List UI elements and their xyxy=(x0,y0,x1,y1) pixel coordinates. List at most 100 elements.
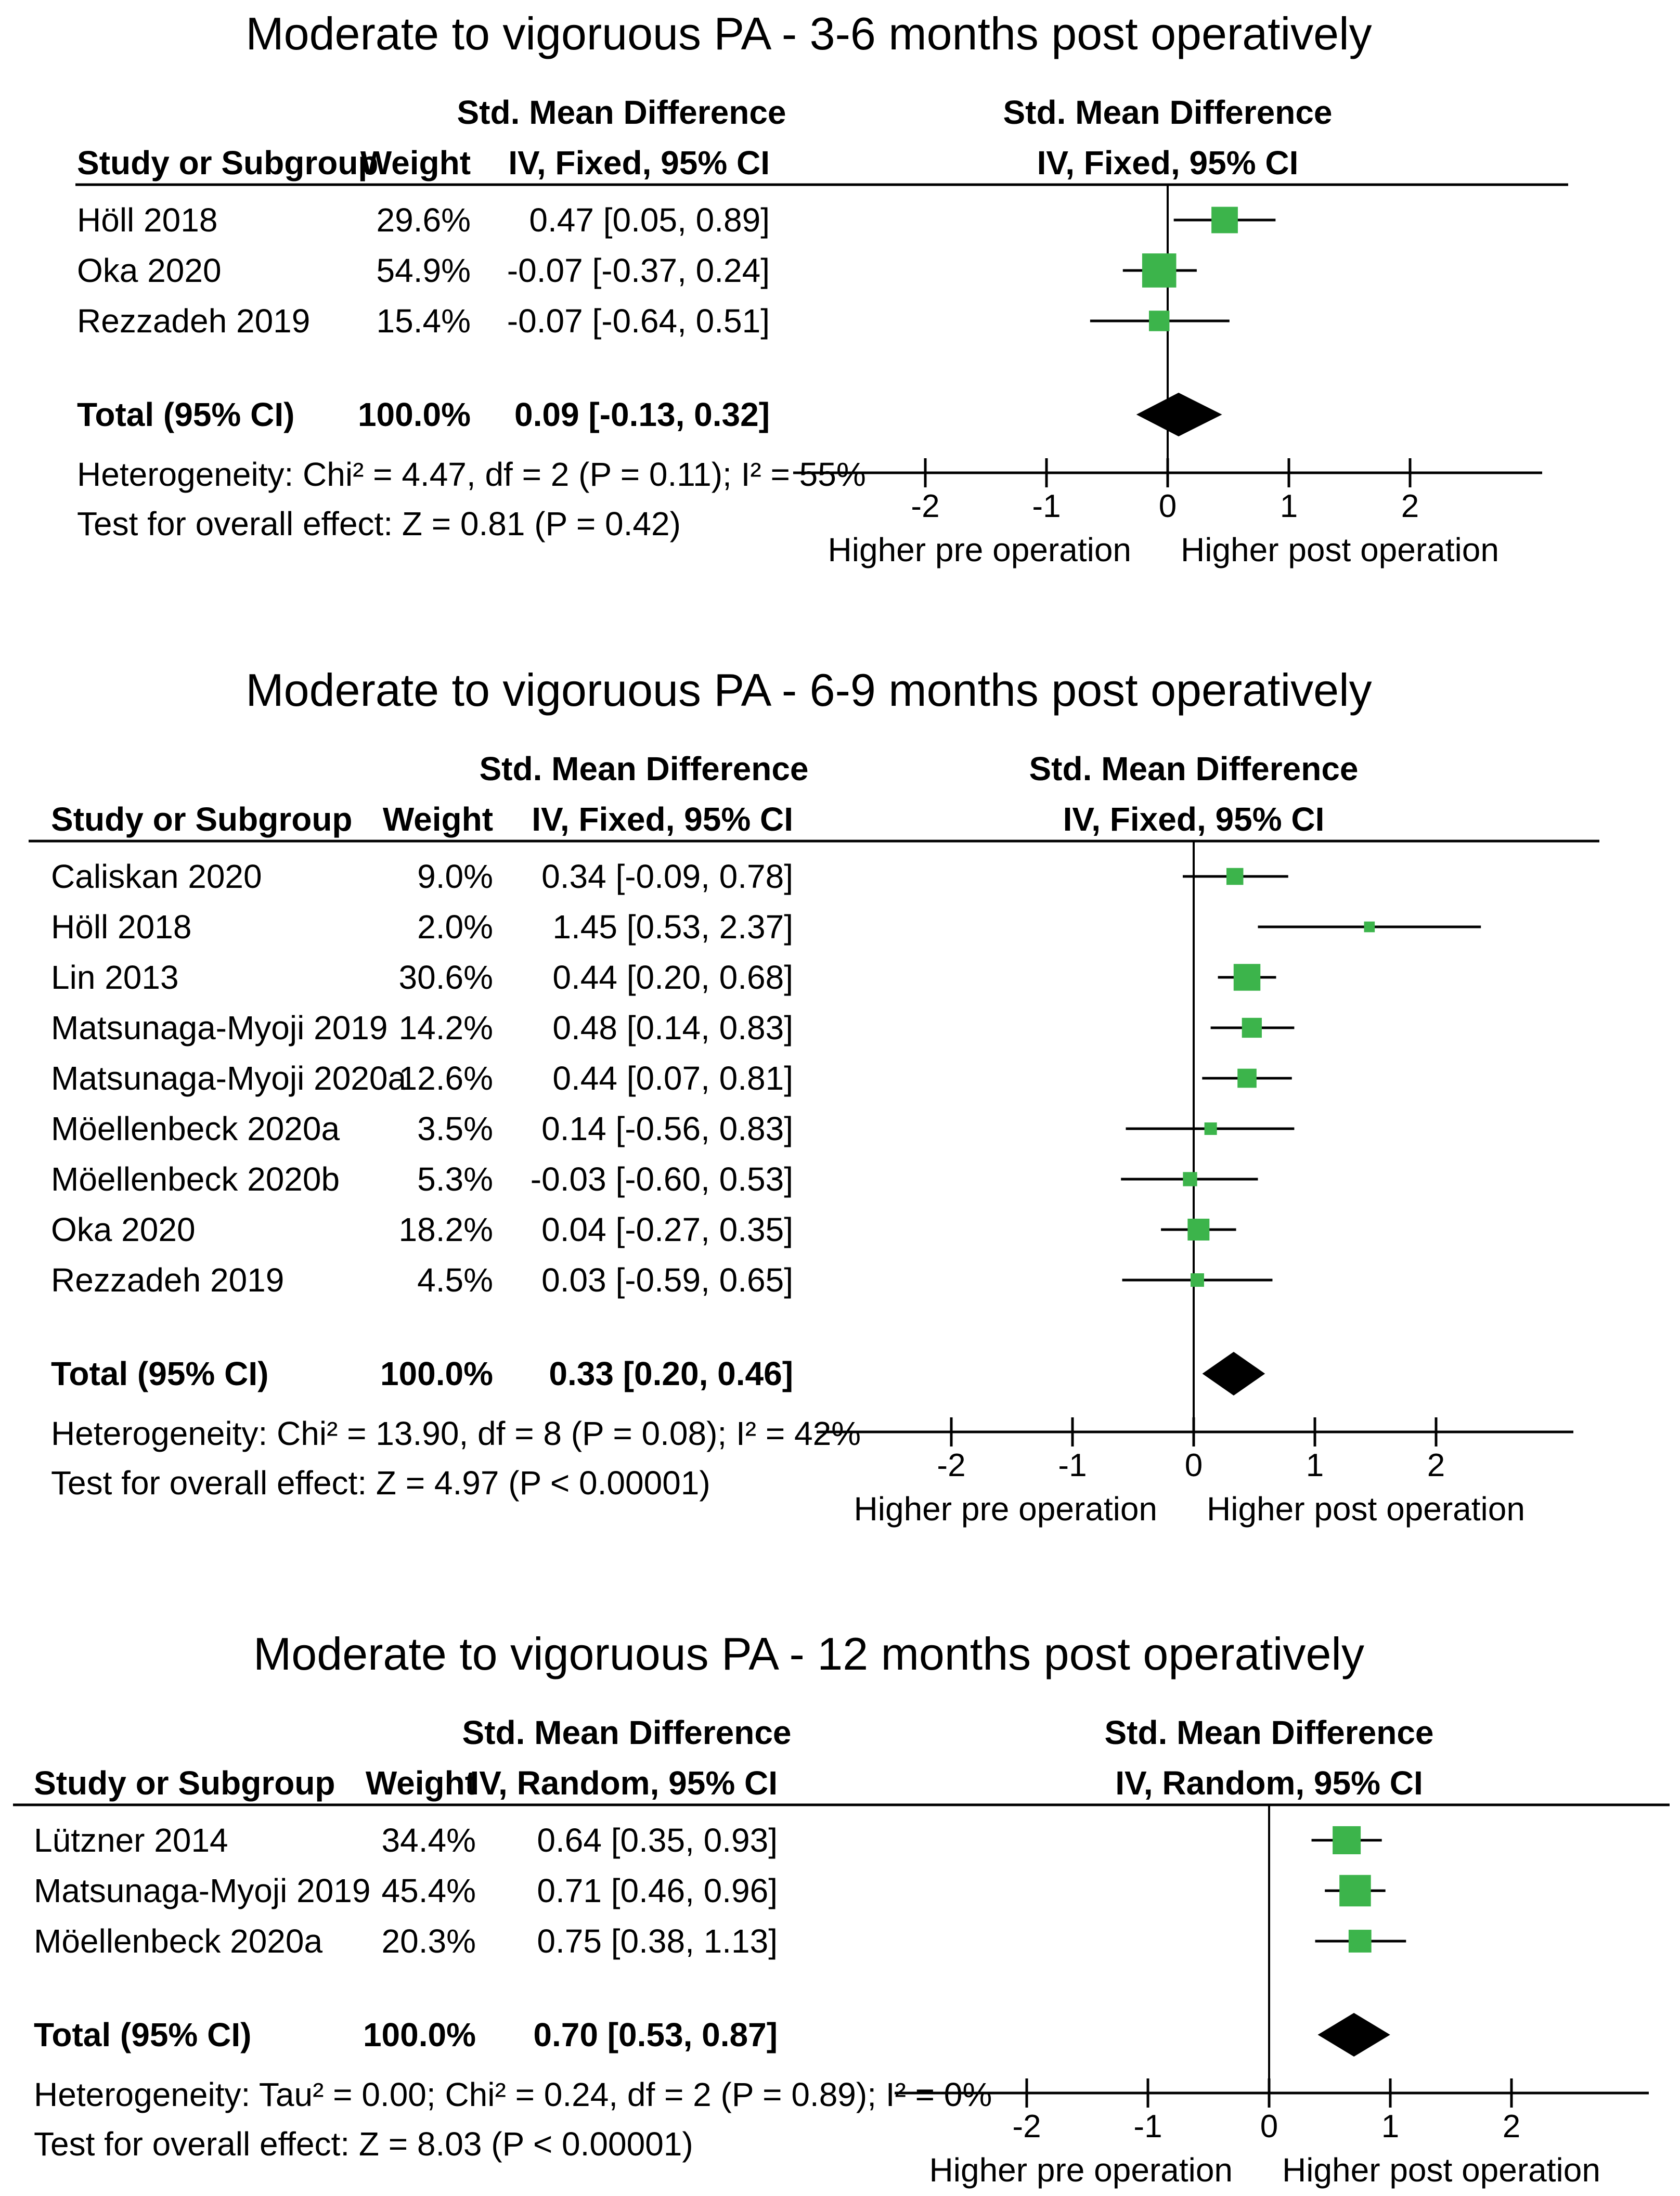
x-tick-label: -2 xyxy=(1012,2109,1041,2145)
plot-header-bottom: IV, Fixed, 95% CI xyxy=(1063,800,1325,838)
total-weight: 100.0% xyxy=(363,2016,476,2053)
study-marker xyxy=(1148,311,1170,331)
study-weight: 14.2% xyxy=(399,1009,493,1047)
study-name: Rezzadeh 2019 xyxy=(51,1261,284,1299)
favours-left-label: Higher pre operation xyxy=(828,531,1131,569)
x-tick-label: 0 xyxy=(1159,488,1177,524)
study-marker xyxy=(1142,253,1177,288)
weight-header: Weight xyxy=(360,144,471,182)
effect-header-bottom: IV, Fixed, 95% CI xyxy=(532,800,793,838)
study-marker xyxy=(1233,964,1261,991)
x-tick-label: 1 xyxy=(1280,488,1298,524)
study-name: Möellenbeck 2020a xyxy=(51,1110,340,1147)
panel-title: Moderate to vigoruous PA - 3-6 months po… xyxy=(245,8,1372,59)
study-effect-ci: 0.14 [-0.56, 0.83] xyxy=(541,1110,793,1147)
x-tick-label: -2 xyxy=(911,488,939,524)
study-effect-ci: 0.48 [0.14, 0.83] xyxy=(552,1009,793,1047)
total-effect-ci: 0.33 [0.20, 0.46] xyxy=(549,1355,793,1392)
study-weight: 18.2% xyxy=(399,1211,493,1248)
x-tick-label: -2 xyxy=(937,1448,965,1483)
plot-header-top: Std. Mean Difference xyxy=(1029,750,1358,787)
study-effect-ci: 0.44 [0.07, 0.81] xyxy=(552,1060,793,1097)
study-marker xyxy=(1364,921,1375,933)
favours-right-label: Higher post operation xyxy=(1282,2151,1600,2189)
study-header: Study or Subgroup xyxy=(34,1764,335,1802)
total-label: Total (95% CI) xyxy=(51,1355,268,1392)
study-effect-ci: 0.75 [0.38, 1.13] xyxy=(537,1922,778,1960)
study-weight: 3.5% xyxy=(417,1110,493,1147)
study-effect-ci: 0.71 [0.46, 0.96] xyxy=(537,1872,778,1909)
x-tick-label: -1 xyxy=(1058,1448,1087,1483)
x-tick-label: 1 xyxy=(1381,2109,1399,2145)
x-tick-label: -1 xyxy=(1032,488,1061,524)
x-tick-label: 2 xyxy=(1401,488,1419,524)
weight-header: Weight xyxy=(366,1764,476,1802)
forest-panel-2: Moderate to vigoruous PA - 6-9 months po… xyxy=(29,664,1599,1528)
study-weight: 12.6% xyxy=(399,1060,493,1097)
study-header: Study or Subgroup xyxy=(51,800,353,838)
total-effect-ci: 0.70 [0.53, 0.87] xyxy=(533,2016,778,2053)
study-weight: 5.3% xyxy=(417,1160,493,1198)
study-name: Matsunaga-Myoji 2020a xyxy=(51,1060,406,1097)
study-name: Möellenbeck 2020b xyxy=(51,1160,340,1198)
study-marker xyxy=(1339,1875,1371,1907)
study-effect-ci: -0.07 [-0.64, 0.51] xyxy=(507,302,770,340)
study-marker xyxy=(1211,206,1238,234)
study-marker xyxy=(1348,1930,1372,1953)
favours-right-label: Higher post operation xyxy=(1207,1490,1525,1528)
plot-header-top: Std. Mean Difference xyxy=(1104,1714,1433,1751)
study-effect-ci: 1.45 [0.53, 2.37] xyxy=(552,908,793,946)
study-name: Lin 2013 xyxy=(51,959,179,996)
study-weight: 34.4% xyxy=(382,1822,476,1859)
study-effect-ci: -0.07 [-0.37, 0.24] xyxy=(507,252,770,289)
study-name: Oka 2020 xyxy=(51,1211,196,1248)
heterogeneity-text: Heterogeneity: Chi² = 4.47, df = 2 (P = … xyxy=(77,456,866,493)
forest-panel-3: Moderate to vigoruous PA - 12 months pos… xyxy=(13,1628,1670,2189)
total-diamond xyxy=(1317,2013,1390,2057)
study-effect-ci: 0.03 [-0.59, 0.65] xyxy=(541,1261,793,1299)
x-tick-label: 2 xyxy=(1427,1448,1445,1483)
x-tick-label: -1 xyxy=(1133,2109,1162,2145)
study-name: Caliskan 2020 xyxy=(51,858,262,895)
study-marker xyxy=(1242,1017,1262,1038)
study-weight: 15.4% xyxy=(377,302,471,340)
panel-title: Moderate to vigoruous PA - 12 months pos… xyxy=(253,1628,1364,1680)
study-marker xyxy=(1333,1826,1361,1854)
total-diamond xyxy=(1202,1352,1265,1396)
favours-right-label: Higher post operation xyxy=(1181,531,1499,569)
total-weight: 100.0% xyxy=(358,396,471,433)
forest-panel-1: Moderate to vigoruous PA - 3-6 months po… xyxy=(75,8,1568,569)
favours-left-label: Higher pre operation xyxy=(929,2151,1233,2189)
study-name: Höll 2018 xyxy=(51,908,191,946)
study-weight: 30.6% xyxy=(399,959,493,996)
study-marker xyxy=(1237,1068,1257,1088)
study-weight: 45.4% xyxy=(382,1872,476,1909)
favours-left-label: Higher pre operation xyxy=(854,1490,1157,1528)
overall-effect-text: Test for overall effect: Z = 4.97 (P < 0… xyxy=(51,1464,710,1502)
heterogeneity-text: Heterogeneity: Chi² = 13.90, df = 8 (P =… xyxy=(51,1415,861,1452)
study-weight: 20.3% xyxy=(382,1922,476,1960)
study-name: Matsunaga-Myoji 2019 xyxy=(34,1872,370,1909)
study-marker xyxy=(1204,1122,1217,1135)
study-weight: 29.6% xyxy=(377,201,471,239)
effect-header-top: Std. Mean Difference xyxy=(457,94,786,131)
study-name: Matsunaga-Myoji 2019 xyxy=(51,1009,387,1047)
x-tick-label: 0 xyxy=(1185,1448,1203,1483)
total-effect-ci: 0.09 [-0.13, 0.32] xyxy=(514,396,770,433)
study-marker xyxy=(1183,1172,1197,1186)
study-name: Möellenbeck 2020a xyxy=(34,1922,322,1960)
x-tick-label: 2 xyxy=(1503,2109,1520,2145)
total-label: Total (95% CI) xyxy=(34,2016,251,2053)
study-name: Rezzadeh 2019 xyxy=(77,302,310,340)
heterogeneity-text: Heterogeneity: Tau² = 0.00; Chi² = 0.24,… xyxy=(34,2076,992,2113)
weight-header: Weight xyxy=(383,800,493,838)
study-weight: 2.0% xyxy=(417,908,493,946)
effect-header-top: Std. Mean Difference xyxy=(479,750,808,787)
overall-effect-text: Test for overall effect: Z = 8.03 (P < 0… xyxy=(34,2125,693,2163)
x-tick-label: 0 xyxy=(1260,2109,1278,2145)
overall-effect-text: Test for overall effect: Z = 0.81 (P = 0… xyxy=(77,505,681,542)
study-effect-ci: 0.34 [-0.09, 0.78] xyxy=(541,858,793,895)
panel-title: Moderate to vigoruous PA - 6-9 months po… xyxy=(245,664,1372,716)
